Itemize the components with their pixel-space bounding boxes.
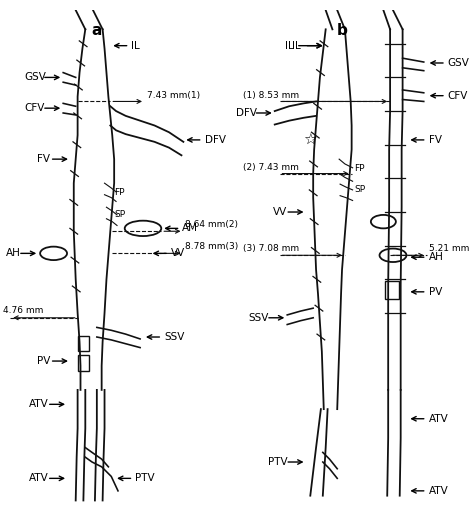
Text: AH: AH (428, 252, 444, 262)
Text: ATV: ATV (428, 414, 448, 424)
Text: AH: AH (6, 248, 20, 258)
Text: VV: VV (273, 207, 287, 217)
Text: CFV: CFV (448, 91, 468, 101)
Text: IL: IL (292, 40, 301, 51)
Bar (78, 355, 89, 371)
Text: b: b (337, 23, 347, 38)
Text: ATV: ATV (428, 486, 448, 496)
Text: AM: AM (182, 223, 199, 234)
Text: FV: FV (428, 135, 442, 145)
Text: IL: IL (131, 40, 140, 51)
Text: 7.43 mm(1): 7.43 mm(1) (147, 90, 200, 100)
Text: 8.78 mm(3): 8.78 mm(3) (185, 243, 238, 251)
Text: FV: FV (37, 154, 50, 164)
Text: 8.64 mm(2): 8.64 mm(2) (185, 220, 238, 229)
Text: (2) 7.43 mm: (2) 7.43 mm (243, 163, 299, 172)
Text: PV: PV (37, 356, 51, 366)
Text: 5.21 mm: 5.21 mm (428, 244, 469, 254)
Text: SSV: SSV (248, 313, 269, 323)
Text: GSV: GSV (448, 58, 470, 68)
Text: FP: FP (114, 188, 125, 197)
Text: SP: SP (355, 185, 365, 194)
Text: DFV: DFV (236, 108, 257, 118)
Text: a: a (91, 23, 102, 38)
Text: ATV: ATV (29, 400, 49, 410)
Text: DFV: DFV (205, 135, 226, 145)
Text: PV: PV (428, 287, 442, 297)
Text: ☆: ☆ (303, 132, 317, 148)
Text: (3) 7.08 mm: (3) 7.08 mm (243, 244, 299, 254)
Text: VV: VV (171, 248, 185, 258)
Text: SP: SP (114, 211, 125, 219)
Text: (1) 8.53 mm: (1) 8.53 mm (243, 90, 299, 100)
Text: FP: FP (355, 164, 365, 173)
Text: CFV: CFV (24, 103, 45, 113)
Text: IL: IL (285, 40, 294, 51)
Text: PTV: PTV (135, 474, 155, 484)
Text: ATV: ATV (29, 474, 49, 484)
Bar (78, 336, 89, 351)
Bar (385, 281, 399, 299)
Text: GSV: GSV (24, 72, 46, 82)
Text: 4.76 mm: 4.76 mm (3, 306, 43, 315)
Text: PTV: PTV (267, 457, 287, 467)
Text: SSV: SSV (164, 332, 184, 342)
